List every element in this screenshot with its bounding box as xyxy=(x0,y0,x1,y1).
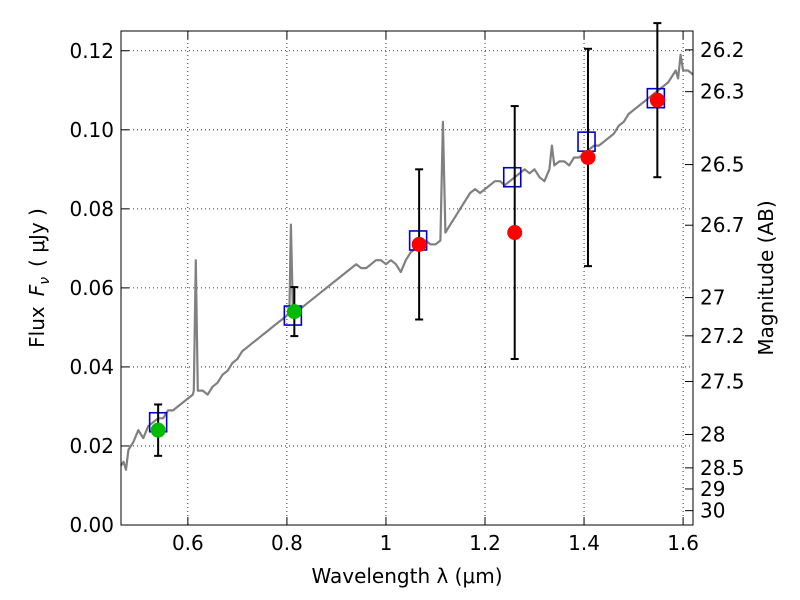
data-marks xyxy=(120,22,694,471)
data-point xyxy=(411,236,427,252)
y-tick-label: 0.00 xyxy=(69,513,114,537)
data-point xyxy=(286,304,302,320)
y2-tick-label: 30 xyxy=(700,499,725,523)
y-tick-label: 0.12 xyxy=(69,39,114,63)
y-axis-title-units: ( μJy ) xyxy=(25,208,49,267)
y2-tick-label: 26.5 xyxy=(700,153,745,177)
y-axis-title-subscript: ν xyxy=(37,277,53,285)
y2-tick-label: 28 xyxy=(700,422,725,446)
y2-tick-label: 28.5 xyxy=(700,456,745,480)
y-tick-label: 0.04 xyxy=(69,355,114,379)
spectrum-line xyxy=(120,53,694,471)
x-tick-label: 0.6 xyxy=(172,531,204,555)
y-axis-title: Flux Fν ( μJy ) xyxy=(25,208,53,348)
y2-tick-label: 27.5 xyxy=(700,370,745,394)
y2-tick-label: 26.2 xyxy=(700,38,745,62)
y-tick-label: 0.06 xyxy=(69,276,114,300)
data-point xyxy=(150,422,166,438)
y2-tick-label: 27 xyxy=(700,286,725,310)
axis-ticks: 0.6 0.8 1 1.2 1.4 1.6 0.00 0.02 0.04 0.06 0.08 0.10… xyxy=(69,31,745,555)
y2-axis-title: Magnitude (AB) xyxy=(754,200,778,355)
y-tick-label: 0.08 xyxy=(69,197,114,221)
y2-tick-label: 26.7 xyxy=(700,213,745,237)
x-tick-label: 1.4 xyxy=(568,531,600,555)
y-axis-title-symbol: F xyxy=(25,284,49,296)
x-axis-title: Wavelength λ (μm) xyxy=(311,564,502,588)
plot-frame xyxy=(120,30,694,526)
data-point xyxy=(580,149,596,165)
y2-tick-label: 26.3 xyxy=(700,80,745,104)
x-tick-label: 0.8 xyxy=(271,531,303,555)
y-axis-title-prefix: Flux xyxy=(25,306,49,348)
x-tick-label: 1.2 xyxy=(469,531,501,555)
y2-tick-label: 29 xyxy=(700,477,725,501)
y2-tick-label: 27.2 xyxy=(700,324,745,348)
y-tick-label: 0.10 xyxy=(69,118,114,142)
x-tick-label: 1.6 xyxy=(667,531,699,555)
y-tick-label: 0.02 xyxy=(69,434,114,458)
x-tick-label: 1 xyxy=(380,531,393,555)
plot-area xyxy=(121,31,693,525)
data-point xyxy=(507,225,523,241)
data-point xyxy=(649,92,665,108)
model-square xyxy=(502,166,522,188)
